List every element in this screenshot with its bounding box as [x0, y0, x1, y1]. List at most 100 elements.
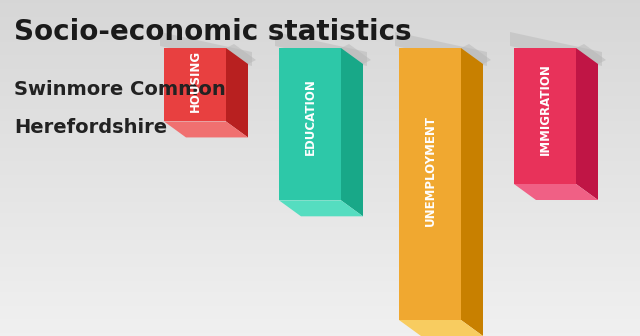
Bar — [0, 86, 640, 87]
Bar — [0, 94, 640, 96]
Bar — [0, 264, 640, 265]
Bar — [0, 190, 640, 192]
Bar — [0, 242, 640, 244]
Polygon shape — [341, 44, 371, 64]
Polygon shape — [275, 32, 367, 66]
Bar — [0, 297, 640, 299]
Bar — [0, 213, 640, 215]
Bar — [0, 116, 640, 118]
Bar — [0, 151, 640, 153]
Bar — [0, 143, 640, 144]
Bar — [0, 133, 640, 134]
Text: Herefordshire: Herefordshire — [14, 118, 167, 137]
Bar — [0, 60, 640, 62]
Bar — [0, 29, 640, 30]
Bar — [0, 220, 640, 222]
Bar — [0, 181, 640, 183]
Bar — [0, 79, 640, 81]
Bar — [0, 102, 640, 104]
Bar — [0, 20, 640, 22]
Bar — [0, 279, 640, 281]
Polygon shape — [160, 32, 252, 66]
Bar — [0, 192, 640, 193]
Bar — [0, 13, 640, 15]
Bar — [0, 217, 640, 218]
Bar — [0, 165, 640, 166]
Bar — [0, 276, 640, 277]
Bar — [0, 301, 640, 302]
Bar — [0, 329, 640, 331]
Bar — [0, 54, 640, 55]
Bar — [0, 101, 640, 102]
Bar — [0, 62, 640, 64]
Polygon shape — [514, 48, 598, 64]
Bar — [0, 114, 640, 116]
Bar — [0, 34, 640, 35]
Bar — [0, 286, 640, 287]
Bar — [0, 287, 640, 289]
Bar — [0, 186, 640, 188]
Bar — [0, 113, 640, 114]
Bar — [0, 324, 640, 326]
Bar — [0, 205, 640, 207]
Bar — [0, 239, 640, 240]
Bar — [0, 18, 640, 20]
Bar — [0, 118, 640, 119]
Text: HOUSING: HOUSING — [189, 50, 202, 112]
Text: Socio-economic statistics: Socio-economic statistics — [14, 18, 412, 46]
Bar — [0, 146, 640, 148]
Bar — [0, 111, 640, 113]
Bar — [0, 55, 640, 57]
Bar — [0, 39, 640, 40]
Text: IMMIGRATION: IMMIGRATION — [538, 63, 552, 155]
Bar — [0, 156, 640, 158]
Bar — [0, 235, 640, 237]
Bar — [0, 250, 640, 252]
Bar — [0, 296, 640, 297]
Bar — [0, 212, 640, 213]
Bar — [0, 328, 640, 329]
Bar — [0, 270, 640, 272]
Polygon shape — [399, 48, 483, 64]
Bar — [0, 202, 640, 203]
Bar — [0, 222, 640, 223]
Bar — [0, 312, 640, 314]
Bar — [0, 59, 640, 60]
Bar — [0, 44, 640, 45]
Polygon shape — [341, 48, 363, 216]
Bar — [0, 267, 640, 269]
Bar — [0, 91, 640, 92]
Bar — [0, 171, 640, 173]
Bar — [0, 96, 640, 97]
Bar — [0, 185, 640, 186]
Polygon shape — [576, 44, 606, 64]
Bar — [0, 72, 640, 74]
Polygon shape — [226, 44, 256, 64]
Bar — [0, 71, 640, 72]
Bar — [0, 218, 640, 220]
Bar — [0, 47, 640, 49]
Bar — [0, 124, 640, 126]
Bar — [0, 49, 640, 50]
Bar — [0, 40, 640, 42]
Bar — [0, 8, 640, 10]
Bar — [0, 228, 640, 230]
Bar — [0, 139, 640, 141]
Bar — [0, 163, 640, 165]
Bar — [0, 109, 640, 111]
Bar — [0, 331, 640, 333]
Bar — [0, 333, 640, 334]
Bar — [0, 210, 640, 212]
Bar — [0, 284, 640, 286]
Bar — [0, 244, 640, 245]
Bar — [0, 153, 640, 155]
Bar — [0, 57, 640, 59]
Bar — [0, 97, 640, 99]
Bar — [0, 67, 640, 69]
Bar — [0, 198, 640, 200]
Bar — [0, 223, 640, 225]
Bar — [0, 17, 640, 18]
Bar — [0, 262, 640, 264]
Polygon shape — [399, 48, 461, 320]
Bar — [0, 131, 640, 133]
